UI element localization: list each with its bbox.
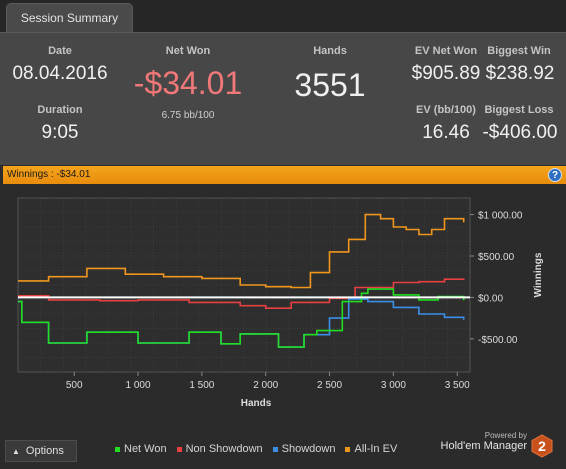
hem2-logo-icon: 2 (531, 434, 553, 458)
legend-item-net-won[interactable]: Net Won (115, 443, 167, 455)
winnings-bar-text: Winnings : -$34.01 (7, 169, 91, 180)
ev-net-won-value: $905.89 (411, 63, 481, 84)
biggest-win-label: Biggest Win (487, 45, 551, 57)
legend-swatch-showdown (272, 446, 278, 452)
net-won-label: Net Won (165, 45, 211, 57)
x-tick-label: 500 (66, 380, 83, 391)
winnings-bar: Winnings : -$34.01 ? (3, 166, 566, 184)
ev-bb100-value: 16.46 (422, 122, 470, 143)
net-won-value: -$34.01 (133, 65, 243, 101)
legend-item-showdown[interactable]: Showdown (272, 443, 336, 455)
y-tick-label: $1 000.00 (478, 211, 523, 222)
legend-swatch-net-won (115, 446, 120, 452)
winnings-chart: 500 1 000 1 500 2 000 2 500 3 000 3 500 $1 000.… (3, 184, 566, 469)
legend-swatch-all-in-ev (345, 446, 351, 452)
y-tick-label: $0.00 (478, 293, 503, 304)
biggest-loss-value: -$406.00 (482, 122, 558, 143)
legend-swatch-non-showdown (176, 446, 182, 452)
hem2-logo-text: 2 (538, 438, 546, 454)
x-tick-label: 3 500 (445, 380, 470, 391)
biggest-loss-label: Biggest Loss (484, 104, 554, 116)
help-icon[interactable]: ? (548, 168, 562, 182)
options-label: Options (25, 445, 64, 457)
legend-label-showdown: Showdown (281, 443, 336, 455)
x-tick-label: 1 500 (189, 380, 214, 391)
duration-value: 9:05 (41, 122, 79, 143)
powered-by: Powered by Hold'em Manager (427, 431, 527, 452)
duration-label: Duration (37, 104, 83, 116)
ev-bb100-label: EV (bb/100) (416, 104, 476, 116)
tab-session-summary[interactable]: Session Summary (6, 3, 133, 32)
legend-item-all-in-ev[interactable]: All-In EV (345, 443, 397, 455)
session-summary-panel: Date 08.04.2016 Duration 9:05 Net Won -$… (0, 32, 566, 165)
chart-legend: Net Won Non Showdown Showdown All-In EV (115, 443, 397, 455)
date-label: Date (48, 45, 72, 57)
x-tick-label: 2 000 (253, 380, 278, 391)
tab-bar: Session Summary (0, 0, 566, 32)
x-axis-label: Hands (241, 398, 272, 409)
ev-net-won-label: EV Net Won (414, 45, 478, 57)
y-axis-label: Winnings (533, 252, 544, 297)
x-tick-label: 2 500 (317, 380, 342, 391)
series-line-non-showdown (18, 278, 465, 309)
hands-value: 3551 (294, 67, 366, 103)
legend-label-all-in-ev: All-In EV (354, 443, 398, 455)
options-button[interactable]: ▲ Options (5, 440, 77, 462)
series-line-net-won (18, 288, 465, 348)
date-value: 08.04.2016 (12, 63, 108, 84)
bb100-value: 6.75 bb/100 (161, 110, 215, 121)
hands-label: Hands (313, 45, 347, 57)
winnings-chart-svg: 500 1 000 1 500 2 000 2 500 3 000 3 500 $1 000.… (17, 197, 544, 409)
legend-label-non-showdown: Non Showdown (185, 443, 263, 455)
series-line-all-in-ev (18, 213, 465, 289)
powered-by-text: Powered by (484, 431, 527, 440)
x-tick-label: 1 000 (126, 380, 151, 391)
legend-label-net-won: Net Won (124, 443, 167, 455)
brand-name: Hold'em Manager (440, 440, 527, 452)
y-tick-label: $500.00 (478, 252, 515, 263)
x-tick-label: 3 000 (381, 380, 406, 391)
y-tick-label: -$500.00 (478, 335, 518, 346)
legend-item-non-showdown[interactable]: Non Showdown (176, 443, 263, 455)
caret-up-icon: ▲ (12, 446, 20, 456)
biggest-win-value: $238.92 (485, 63, 555, 84)
